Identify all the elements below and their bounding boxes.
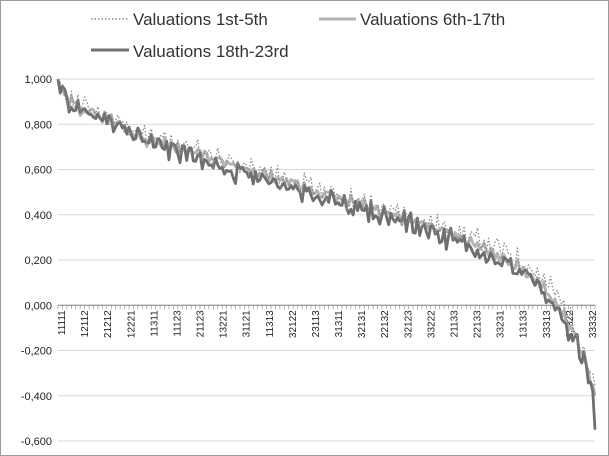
- x-tick-label: 11313: [265, 310, 276, 338]
- y-tick-label: 1,000: [24, 74, 52, 86]
- legend-item-3: Valuations 18th-23rd: [91, 42, 289, 61]
- x-tick-label: 33332: [588, 310, 599, 338]
- x-tick-label: 11311: [149, 310, 160, 337]
- legend-label-3: Valuations 18th-23rd: [133, 42, 289, 61]
- x-tick-label: 12221: [126, 310, 137, 338]
- x-tick-label: 21133: [449, 310, 460, 338]
- x-tick-label: 32131: [357, 310, 368, 338]
- x-tick-label: 22132: [380, 310, 391, 338]
- legend-label-2: Valuations 6th-17th: [360, 10, 505, 29]
- y-tick-label: 0,600: [24, 165, 52, 177]
- x-tick-label: 11111: [57, 310, 68, 335]
- y-tick-label: -0,600: [21, 436, 52, 448]
- legend-item-1: Valuations 1st-5th: [91, 10, 268, 29]
- series-line-2: [56, 78, 597, 397]
- legend-item-2: Valuations 6th-17th: [319, 10, 505, 29]
- y-axis: 1,000 0,800 0,600 0,400 0,200 0,000 -0,200 -0,4…: [21, 74, 52, 448]
- y-tick-label: 0,400: [24, 210, 52, 222]
- legend-label-1: Valuations 1st-5th: [133, 10, 268, 29]
- series-layer: [56, 78, 597, 430]
- x-tick-label: 32122: [288, 310, 299, 338]
- x-tick-label: 33231: [496, 310, 507, 338]
- x-tick-label: 21212: [103, 310, 114, 338]
- y-tick-label: -0,400: [21, 391, 52, 403]
- x-tick-label: 31121: [242, 310, 253, 338]
- x-tick-label: 11123: [172, 310, 183, 337]
- x-tick-label: 31311: [334, 310, 345, 338]
- x-tick-label: 13133: [519, 310, 530, 338]
- x-tick-label: 32123: [403, 310, 414, 338]
- x-tick-label: 33313: [542, 310, 553, 338]
- x-axis: 11111 12112 21212 12221 11311 11123 21123 13221…: [57, 304, 599, 338]
- legend: Valuations 1st-5th Valuations 6th-17th V…: [91, 10, 505, 61]
- x-tick-label: 33222: [426, 310, 437, 338]
- x-tick-label: 13221: [219, 310, 230, 338]
- y-tick-label: 0,800: [24, 119, 52, 131]
- x-tick-label: 33322: [565, 310, 576, 338]
- x-tick-label: 21123: [196, 310, 207, 338]
- y-tick-label: -0,200: [21, 346, 52, 358]
- x-tick-label: 22133: [473, 310, 484, 338]
- x-tick-label: 12112: [80, 310, 91, 338]
- y-tick-label: 0,000: [24, 300, 52, 312]
- y-tick-label: 0,200: [24, 255, 52, 267]
- series-line-3: [56, 78, 597, 430]
- series-line-1: [57, 78, 596, 387]
- x-tick-label: 23113: [311, 310, 322, 338]
